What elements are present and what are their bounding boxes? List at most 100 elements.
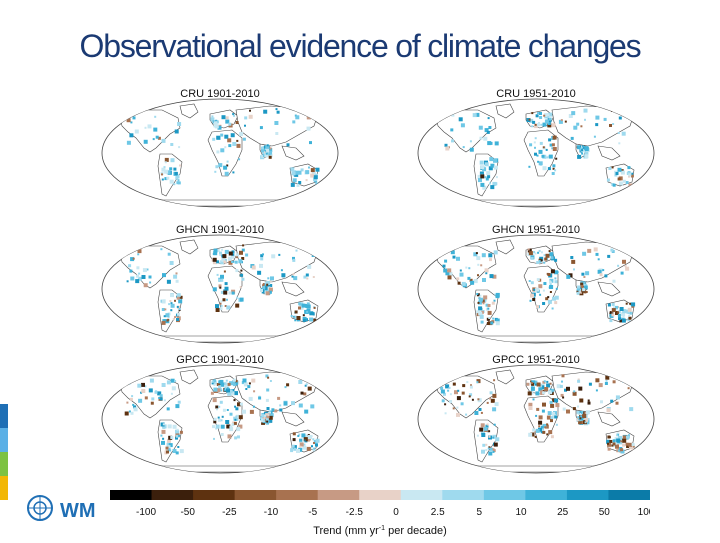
drying-trend-cell [240, 269, 243, 272]
wetting-trend-cell [229, 381, 233, 386]
drying-trend-cell [628, 175, 630, 178]
drying-trend-cell [580, 125, 583, 128]
wetting-trend-cell [440, 386, 444, 390]
wetting-trend-cell [142, 268, 147, 273]
wetting-trend-cell [130, 257, 135, 262]
drying-trend-cell [616, 449, 620, 453]
wetting-trend-cell [478, 178, 482, 183]
drying-trend-cell [445, 146, 450, 151]
wetting-trend-cell [286, 143, 290, 147]
wetting-trend-cell [619, 307, 624, 311]
drying-trend-cell [566, 409, 570, 414]
wetting-trend-cell [307, 264, 312, 269]
drying-trend-cell [578, 421, 582, 425]
map-svg: CRU 1951-2010 [417, 88, 655, 208]
wetting-trend-cell [129, 269, 133, 273]
drying-trend-cell [168, 435, 173, 440]
wetting-trend-cell [482, 443, 486, 447]
wetting-trend-cell [492, 434, 497, 439]
wetting-trend-cell [164, 161, 167, 164]
wetting-trend-cell [469, 385, 473, 389]
wetting-trend-cell [263, 419, 266, 422]
wetting-trend-cell [235, 415, 238, 418]
wetting-trend-cell [626, 435, 629, 439]
wetting-trend-cell [239, 402, 243, 406]
wetting-trend-cell [211, 380, 214, 383]
wetting-trend-cell [300, 168, 304, 172]
wetting-trend-cell [166, 170, 171, 175]
drying-trend-cell [310, 173, 315, 178]
wetting-trend-cell [302, 316, 307, 321]
drying-trend-cell [476, 379, 481, 384]
wetting-trend-cell [627, 166, 631, 170]
wetting-trend-cell [440, 389, 445, 394]
drying-trend-cell [457, 281, 461, 285]
drying-trend-cell [143, 283, 148, 288]
wetting-trend-cell [216, 150, 220, 154]
wetting-trend-cell [602, 269, 605, 272]
wetting-trend-cell [231, 260, 233, 263]
wetting-trend-cell [220, 278, 224, 282]
drying-trend-cell [294, 310, 298, 314]
wetting-trend-cell [170, 378, 175, 383]
wetting-trend-cell [261, 149, 264, 153]
wetting-trend-cell [534, 152, 537, 156]
drying-trend-cell [456, 396, 461, 401]
drying-trend-cell [480, 411, 483, 414]
wetting-trend-cell [294, 172, 299, 177]
drying-trend-cell [622, 259, 626, 264]
drying-trend-cell [628, 316, 632, 320]
drying-trend-cell [267, 376, 270, 379]
wetting-trend-cell [495, 439, 498, 441]
wetting-trend-cell [298, 302, 302, 306]
drying-trend-cell [585, 420, 588, 423]
wetting-trend-cell [176, 434, 179, 438]
wetting-trend-cell [577, 154, 582, 159]
wetting-trend-cell [536, 261, 540, 264]
drying-trend-cell [619, 319, 623, 323]
drying-trend-cell [607, 442, 612, 447]
colorbar-swatch [359, 490, 402, 500]
wetting-trend-cell [536, 154, 539, 157]
wetting-trend-cell [252, 405, 255, 408]
wetting-trend-cell [292, 256, 295, 260]
wetting-trend-cell [577, 287, 580, 291]
wetting-trend-cell [174, 129, 179, 134]
wetting-trend-cell [315, 443, 318, 447]
drying-trend-cell [232, 421, 236, 425]
wetting-trend-cell [544, 113, 549, 118]
drying-trend-cell [612, 380, 616, 384]
drying-trend-cell [630, 174, 634, 178]
drying-trend-cell [631, 449, 636, 454]
drying-trend-cell [543, 114, 546, 117]
wetting-trend-cell [542, 391, 546, 395]
wetting-trend-cell [291, 171, 296, 176]
wetting-trend-cell [465, 266, 468, 269]
wetting-trend-cell [548, 112, 553, 117]
wetting-trend-cell [577, 405, 579, 408]
wetting-trend-cell [469, 393, 473, 397]
drying-trend-cell [566, 386, 570, 391]
continent-greenland [495, 369, 515, 385]
wetting-trend-cell [292, 120, 296, 124]
drying-trend-cell [236, 139, 239, 142]
wetting-trend-cell [138, 272, 141, 275]
wetting-trend-cell [222, 408, 226, 412]
drying-trend-cell [551, 143, 555, 147]
panel-label: GPCC 1951-2010 [492, 354, 579, 366]
wetting-trend-cell [584, 150, 589, 155]
wetting-trend-cell [470, 280, 475, 285]
wetting-trend-cell [461, 281, 466, 286]
wetting-trend-cell [528, 280, 531, 282]
drying-trend-cell [492, 274, 497, 279]
drying-trend-cell [627, 307, 632, 312]
wetting-trend-cell [549, 280, 552, 284]
drying-trend-cell [267, 414, 270, 416]
wetting-trend-cell [218, 405, 221, 408]
drying-trend-cell [242, 244, 245, 247]
wetting-trend-cell [482, 278, 486, 282]
wetting-trend-cell [617, 314, 621, 317]
wetting-trend-cell [620, 449, 625, 454]
drying-trend-cell [488, 435, 491, 438]
colorbar-tick-label: 25 [557, 507, 569, 518]
